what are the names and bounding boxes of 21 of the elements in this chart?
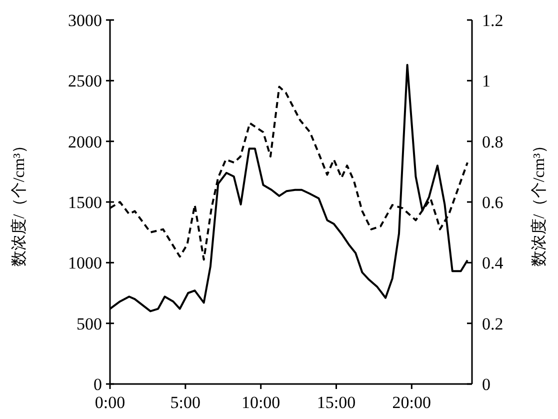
y2-tick-label: 0.4 bbox=[482, 254, 504, 273]
y-tick-label: 500 bbox=[76, 314, 102, 334]
y2-tick-label: 0 bbox=[482, 375, 490, 394]
y-tick-label: 1500 bbox=[68, 193, 102, 212]
y-tick-label: 0 bbox=[94, 375, 102, 394]
y2-tick-label: 1 bbox=[482, 72, 490, 91]
x-tick-label: 0:00 bbox=[94, 393, 126, 412]
y2-axis-title: 数浓度/（个/cm³） bbox=[530, 137, 548, 267]
y-tick-label: 3000 bbox=[68, 11, 102, 30]
x-tick-label: 20:00 bbox=[392, 393, 432, 412]
y2-tick-label: 0.8 bbox=[482, 132, 504, 152]
y2-tick-label: 0.6 bbox=[482, 193, 504, 212]
x-tick-label: 5:00 bbox=[170, 393, 201, 412]
y-tick-label: 2000 bbox=[68, 132, 102, 152]
x-tick-label: 15:00 bbox=[316, 393, 356, 412]
y2-tick-label: 1.2 bbox=[482, 11, 504, 30]
y-axis-title: 数浓度/（个/cm³） bbox=[10, 137, 28, 267]
y-tick-label: 1000 bbox=[68, 254, 102, 273]
y2-tick-label: 0.2 bbox=[482, 314, 504, 334]
y-tick-label: 2500 bbox=[68, 72, 102, 91]
x-tick-label: 10:00 bbox=[241, 393, 280, 412]
